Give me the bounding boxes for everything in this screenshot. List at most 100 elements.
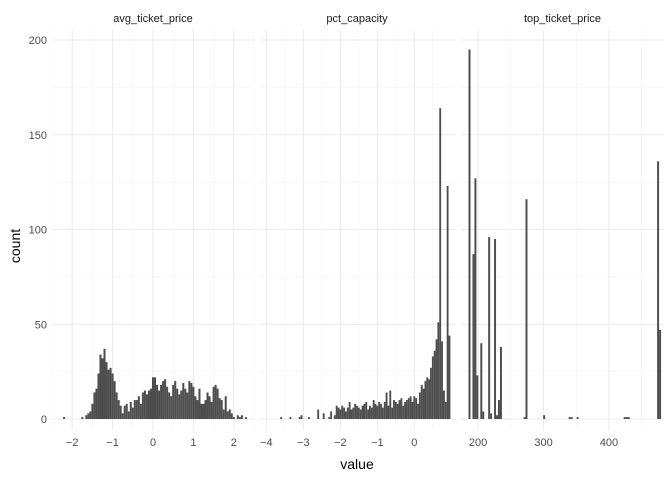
histogram-bar — [224, 396, 227, 419]
histogram-bar — [125, 403, 128, 419]
histogram-bar — [441, 341, 443, 419]
histogram-bar — [117, 400, 120, 419]
histogram-bar — [131, 407, 134, 419]
histogram-bar — [385, 392, 388, 419]
x-tick-label: 2 — [231, 437, 237, 449]
y-axis-title: count — [7, 229, 23, 263]
histogram-bar — [81, 417, 84, 419]
histogram-bar — [625, 417, 628, 419]
histogram-bar — [543, 415, 546, 419]
x-tick-label: −1 — [106, 437, 119, 449]
y-tick-label: 100 — [29, 225, 47, 237]
histogram-bar — [394, 401, 397, 419]
histogram-bar — [370, 407, 373, 419]
facet-strip-title: avg_ticket_price — [113, 13, 193, 25]
histogram-bar — [418, 392, 421, 419]
histogram-bar — [322, 413, 325, 419]
histogram-bar — [184, 388, 187, 419]
histogram-bar — [127, 411, 130, 419]
histogram-bar — [480, 343, 483, 419]
histogram-bar — [431, 356, 434, 419]
histogram-bar — [137, 396, 140, 419]
histogram-bar — [139, 403, 142, 419]
histogram-bar — [172, 384, 175, 419]
facet-panel-top-ticket-price: 200 300 400 top_ticket_price — [461, 13, 664, 449]
histogram-bar — [280, 417, 283, 419]
histogram-bar — [444, 401, 447, 419]
histogram-bar — [387, 405, 390, 419]
histogram-bar — [476, 375, 479, 419]
histogram-bar — [244, 417, 247, 419]
histogram-bar — [308, 417, 310, 419]
histogram-bar — [496, 415, 498, 419]
histogram-bar — [350, 409, 353, 419]
histogram-bar — [87, 413, 90, 419]
histogram-bar — [218, 398, 221, 419]
histogram-bar — [210, 401, 213, 419]
histogram-bar — [63, 417, 66, 419]
histogram-bar — [123, 405, 126, 419]
histogram-bar — [206, 392, 209, 419]
histogram-bar — [437, 322, 440, 419]
histogram-bar — [383, 401, 386, 419]
histogram-bar — [174, 381, 177, 419]
y-tick-label: 50 — [35, 319, 47, 331]
histogram-bar — [357, 407, 360, 419]
histogram-bar — [164, 379, 167, 419]
histogram-bar — [426, 377, 429, 419]
y-tick-label: 0 — [41, 414, 47, 426]
histogram-bar — [289, 417, 292, 419]
histogram-bar — [208, 396, 211, 419]
facet-panels: −2 −1 0 1 2 avg_ticket_price −4 −3 −2 −1 0 pct_capa… — [51, 13, 664, 449]
histogram-bar — [192, 386, 195, 419]
histogram-bar — [160, 384, 163, 419]
histogram-bar — [105, 362, 108, 419]
histogram-bar — [222, 409, 225, 419]
histogram-bar — [129, 401, 132, 419]
histogram-bar — [214, 384, 217, 419]
histogram-bar — [170, 396, 173, 419]
histogram-bar — [115, 392, 118, 419]
histogram-bar — [230, 413, 233, 419]
histogram-bar — [391, 407, 394, 419]
histogram-bar — [337, 407, 340, 419]
histogram-bar — [339, 409, 342, 419]
histogram-bar — [121, 413, 124, 419]
histogram-bar — [194, 396, 197, 419]
histogram-bar — [202, 403, 205, 419]
y-tick-label: 200 — [29, 35, 47, 47]
histogram-bar — [356, 405, 358, 419]
histogram-bar — [499, 346, 502, 419]
histogram-bar — [145, 394, 148, 419]
histogram-bar — [424, 381, 427, 419]
histogram-bar — [488, 237, 491, 419]
x-tick-label: −1 — [371, 437, 384, 449]
histogram-bar — [95, 388, 98, 419]
histogram-bar — [330, 411, 333, 419]
x-tick-label: 0 — [150, 437, 156, 449]
histogram-bar — [402, 405, 405, 419]
histogram-bar — [627, 417, 630, 419]
histogram-bar — [341, 405, 344, 419]
histogram-bar — [406, 400, 408, 419]
histogram-bar — [657, 161, 660, 419]
histogram-bar — [343, 407, 345, 419]
histogram-bar — [374, 403, 377, 419]
histogram-bar — [490, 413, 493, 419]
histogram-bar — [369, 405, 371, 419]
histogram-bar — [417, 403, 419, 419]
x-tick-label: 200 — [469, 437, 487, 449]
histogram-bar — [413, 396, 416, 419]
histogram-bar — [570, 417, 573, 419]
histogram-bar — [109, 367, 112, 419]
x-tick-label: 400 — [600, 437, 618, 449]
histogram-bar — [448, 335, 451, 419]
histogram-bar — [430, 367, 432, 419]
histogram-bar — [420, 384, 423, 419]
x-axis-title: value — [340, 456, 374, 472]
facet-panel-pct-capacity: −4 −3 −2 −1 0 pct_capacity — [259, 13, 455, 449]
histogram-bar — [99, 354, 102, 419]
x-tick-label: −2 — [334, 437, 347, 449]
histogram-bar — [216, 388, 219, 419]
